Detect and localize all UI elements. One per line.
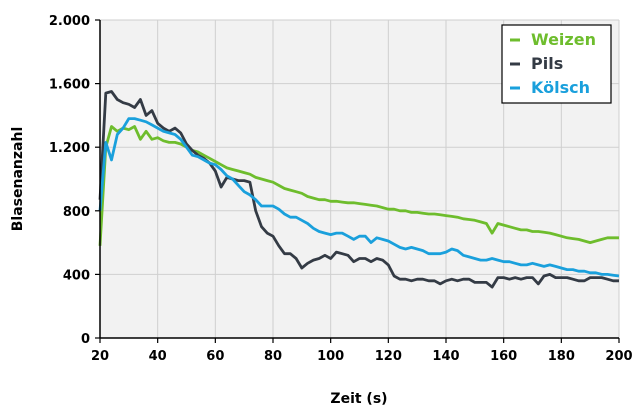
x-tick-label: 160: [490, 349, 517, 364]
x-tick-label: 140: [432, 349, 459, 364]
y-tick-label: 1.200: [49, 141, 90, 156]
x-ticks: 20 40 60 80 100 120 140 160 180 200: [91, 338, 633, 364]
x-tick-label: 60: [206, 349, 224, 364]
x-tick-label: 120: [375, 349, 402, 364]
y-tick-label: 800: [63, 205, 90, 220]
x-tick-label: 80: [264, 349, 282, 364]
legend-label-pils: Pils: [531, 54, 563, 73]
x-tick-label: 20: [91, 349, 109, 364]
legend-label-weizen: Weizen: [531, 30, 596, 49]
series-layer: [98, 90, 620, 289]
series-line-pils: [98, 90, 619, 289]
legend-label-koelsch: Kölsch: [531, 78, 590, 97]
x-tick-label: 40: [149, 349, 167, 364]
x-tick-label: 100: [317, 349, 344, 364]
y-axis-label: Blasenanzahl: [10, 127, 26, 232]
x-tick-label: 200: [605, 349, 632, 364]
x-axis-label: Zeit (s): [330, 391, 387, 407]
y-ticks: 0 400 800 1.200 1.600 2.000: [49, 14, 100, 347]
series-line-koelsch: [98, 117, 620, 278]
axes: [99, 20, 619, 339]
y-tick-label: 400: [63, 268, 90, 283]
x-tick-label: 180: [548, 349, 575, 364]
legend-box: [501, 24, 612, 104]
legend: Weizen Pils Kölsch: [501, 24, 612, 104]
y-tick-label: 2.000: [49, 14, 90, 29]
y-tick-label: 1.600: [49, 78, 90, 93]
y-tick-label: 0: [81, 332, 90, 347]
